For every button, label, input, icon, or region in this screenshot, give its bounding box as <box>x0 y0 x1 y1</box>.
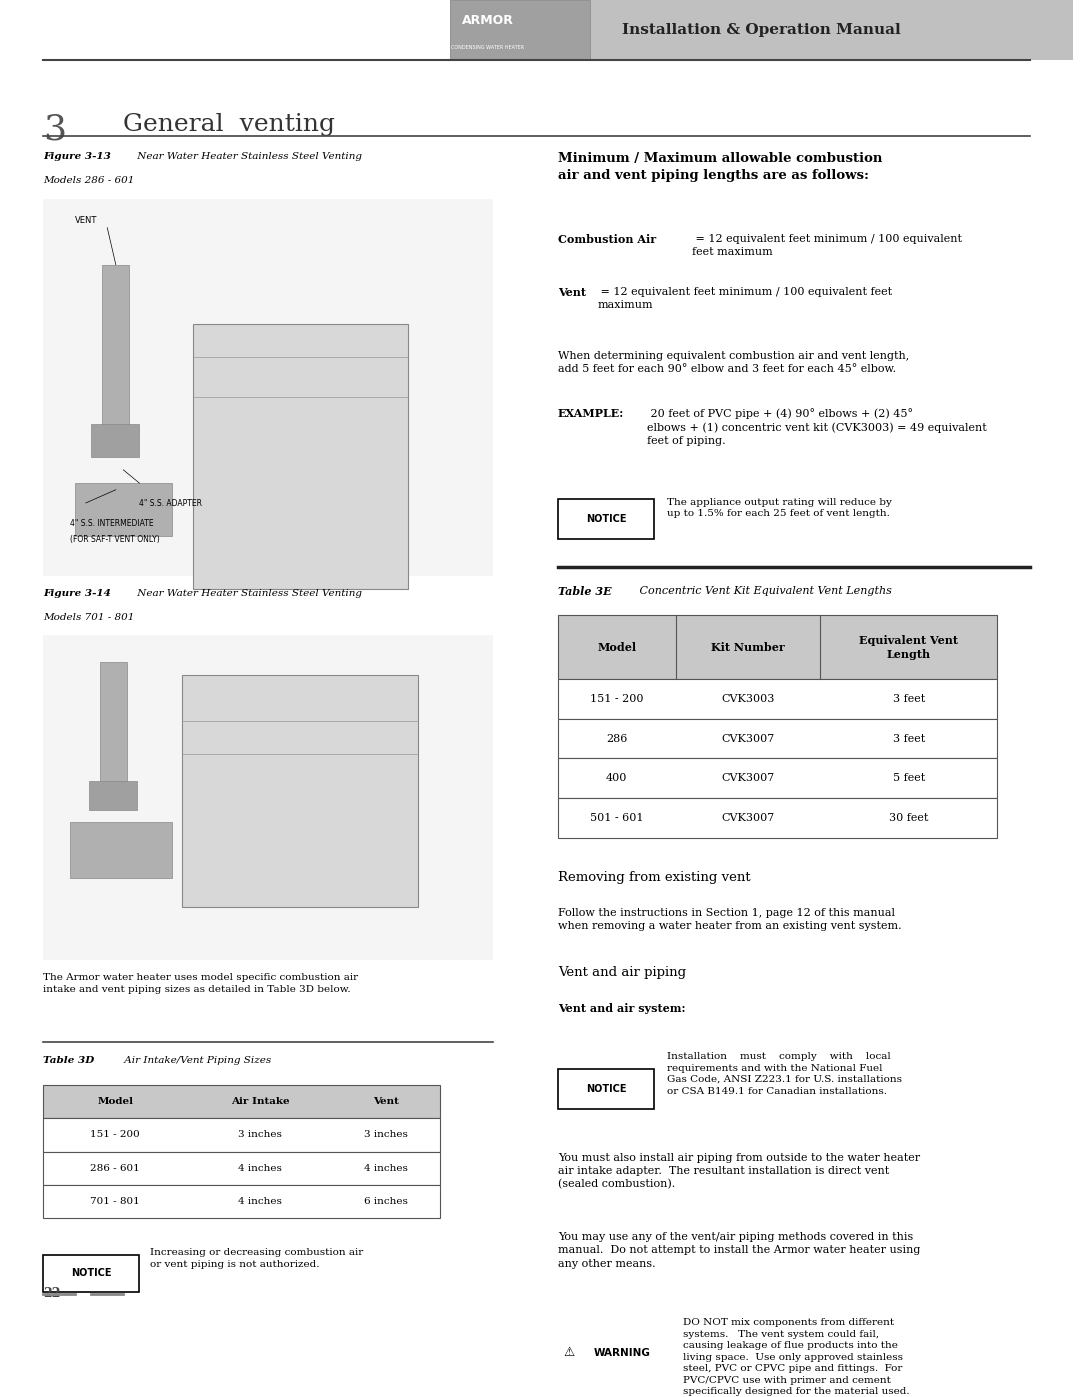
Text: NOTICE: NOTICE <box>585 1084 626 1094</box>
Text: WARNING: WARNING <box>594 1348 651 1358</box>
Bar <box>43 198 494 576</box>
Text: 3: 3 <box>43 113 66 147</box>
Text: = 12 equivalent feet minimum / 100 equivalent
feet maximum: = 12 equivalent feet minimum / 100 equiv… <box>692 235 962 257</box>
Text: Table 3E: Table 3E <box>557 587 611 598</box>
Text: 3 inches: 3 inches <box>364 1130 408 1140</box>
Text: VENT: VENT <box>76 217 97 225</box>
Text: 20 feet of PVC pipe + (4) 90° elbows + (2) 45°
elbows + (1) concentric vent kit : 20 feet of PVC pipe + (4) 90° elbows + (… <box>647 408 986 446</box>
Text: 151 - 200: 151 - 200 <box>590 694 644 704</box>
Bar <box>70 821 172 877</box>
Text: Concentric Vent Kit Equivalent Vent Lengths: Concentric Vent Kit Equivalent Vent Leng… <box>636 587 892 597</box>
Bar <box>557 616 998 679</box>
Text: DO NOT mix components from different
systems.   The vent system could fail,
caus: DO NOT mix components from different sys… <box>684 1319 909 1396</box>
Text: Figure 3-13: Figure 3-13 <box>43 152 111 161</box>
Text: 5 feet: 5 feet <box>893 774 926 784</box>
Text: CVK3007: CVK3007 <box>721 733 774 743</box>
Text: Models 286 - 601: Models 286 - 601 <box>43 176 134 184</box>
Text: Installation & Operation Manual: Installation & Operation Manual <box>622 22 901 36</box>
Bar <box>43 636 494 960</box>
Text: = 12 equivalent feet minimum / 100 equivalent feet
maximum: = 12 equivalent feet minimum / 100 equiv… <box>597 288 892 310</box>
Text: 6 inches: 6 inches <box>364 1197 408 1206</box>
Text: 3 inches: 3 inches <box>239 1130 282 1140</box>
Text: Air Intake: Air Intake <box>231 1098 289 1106</box>
Bar <box>557 679 998 718</box>
Bar <box>102 264 129 437</box>
Text: ARMOR: ARMOR <box>462 14 514 28</box>
Text: 22: 22 <box>43 1287 60 1299</box>
Text: EXAMPLE:: EXAMPLE: <box>557 408 624 419</box>
Text: Removing from existing vent: Removing from existing vent <box>557 870 751 884</box>
Text: Air Intake/Vent Piping Sizes: Air Intake/Vent Piping Sizes <box>121 1056 271 1066</box>
Text: Vent: Vent <box>557 288 585 298</box>
Bar <box>450 0 590 60</box>
Text: NOTICE: NOTICE <box>585 514 626 524</box>
Text: Vent and air system:: Vent and air system: <box>557 1003 685 1014</box>
Text: 30 feet: 30 feet <box>889 813 929 823</box>
Text: CONDENSING WATER HEATER: CONDENSING WATER HEATER <box>451 45 525 50</box>
Text: ⚠: ⚠ <box>563 1347 575 1359</box>
Bar <box>43 1119 440 1151</box>
Text: Table 3D: Table 3D <box>43 1056 94 1066</box>
Text: (FOR SAF-T VENT ONLY): (FOR SAF-T VENT ONLY) <box>70 535 160 543</box>
Bar <box>43 1085 440 1119</box>
Bar <box>43 1185 440 1218</box>
Text: Near Water Heater Stainless Steel Venting: Near Water Heater Stainless Steel Ventin… <box>134 590 362 598</box>
Text: CVK3003: CVK3003 <box>721 694 774 704</box>
Text: Vent and air piping: Vent and air piping <box>557 967 686 979</box>
Text: NOTICE: NOTICE <box>71 1268 111 1278</box>
Text: Follow the instructions in Section 1, page 12 of this manual
when removing a wat: Follow the instructions in Section 1, pa… <box>557 908 902 932</box>
Text: Near Water Heater Stainless Steel Venting: Near Water Heater Stainless Steel Ventin… <box>134 152 362 161</box>
Text: 4 inches: 4 inches <box>239 1164 282 1172</box>
Text: 501 - 601: 501 - 601 <box>590 813 644 823</box>
Text: Increasing or decreasing combustion air
or vent piping is not authorized.: Increasing or decreasing combustion air … <box>150 1248 363 1268</box>
Bar <box>183 675 418 907</box>
Text: Minimum / Maximum allowable combustion
air and vent piping lengths are as follow: Minimum / Maximum allowable combustion a… <box>557 152 882 182</box>
Bar <box>557 499 654 539</box>
Text: The Armor water heater uses model specific combustion air
intake and vent piping: The Armor water heater uses model specif… <box>43 972 359 995</box>
Text: CVK3007: CVK3007 <box>721 813 774 823</box>
Bar <box>99 662 126 793</box>
Bar <box>557 718 998 759</box>
Bar <box>43 1151 440 1185</box>
Bar <box>91 423 139 457</box>
Text: 400: 400 <box>606 774 627 784</box>
Text: 3 feet: 3 feet <box>893 733 926 743</box>
Text: Kit Number: Kit Number <box>712 641 785 652</box>
Text: 701 - 801: 701 - 801 <box>91 1197 140 1206</box>
Text: 151 - 200: 151 - 200 <box>91 1130 140 1140</box>
Text: General  venting: General venting <box>123 113 336 136</box>
Text: Installation    must    comply    with    local
requirements and with the Nation: Installation must comply with local requ… <box>667 1052 902 1095</box>
Bar <box>76 483 172 536</box>
Text: 3 feet: 3 feet <box>893 694 926 704</box>
Text: The appliance output rating will reduce by
up to 1.5% for each 25 feet of vent l: The appliance output rating will reduce … <box>667 497 892 518</box>
Text: 286 - 601: 286 - 601 <box>91 1164 140 1172</box>
Bar <box>193 324 407 590</box>
Text: Model: Model <box>97 1098 133 1106</box>
Text: Vent: Vent <box>374 1098 399 1106</box>
Bar <box>450 0 1072 60</box>
Bar <box>557 798 998 838</box>
Bar <box>557 1333 671 1373</box>
Text: 4 inches: 4 inches <box>239 1197 282 1206</box>
Text: You may use any of the vent/air piping methods covered in this
manual.  Do not a: You may use any of the vent/air piping m… <box>557 1232 920 1268</box>
Text: Equivalent Vent
Length: Equivalent Vent Length <box>860 634 958 659</box>
Bar <box>43 1255 139 1292</box>
Bar <box>557 1070 654 1109</box>
Text: You must also install air piping from outside to the water heater
air intake ada: You must also install air piping from ou… <box>557 1153 920 1190</box>
Bar <box>557 759 998 798</box>
Text: Models 701 - 801: Models 701 - 801 <box>43 613 134 622</box>
Text: 4" S.S. ADAPTER: 4" S.S. ADAPTER <box>139 499 202 509</box>
Text: 286: 286 <box>606 733 627 743</box>
Text: Combustion Air: Combustion Air <box>557 235 656 246</box>
Text: 4 inches: 4 inches <box>364 1164 408 1172</box>
Text: 4" S.S. INTERMEDIATE: 4" S.S. INTERMEDIATE <box>70 518 153 528</box>
Text: CVK3007: CVK3007 <box>721 774 774 784</box>
Text: Model: Model <box>597 641 636 652</box>
Text: Figure 3-14: Figure 3-14 <box>43 590 111 598</box>
Text: When determining equivalent combustion air and vent length,
add 5 feet for each : When determining equivalent combustion a… <box>557 351 909 374</box>
Bar <box>89 781 137 810</box>
